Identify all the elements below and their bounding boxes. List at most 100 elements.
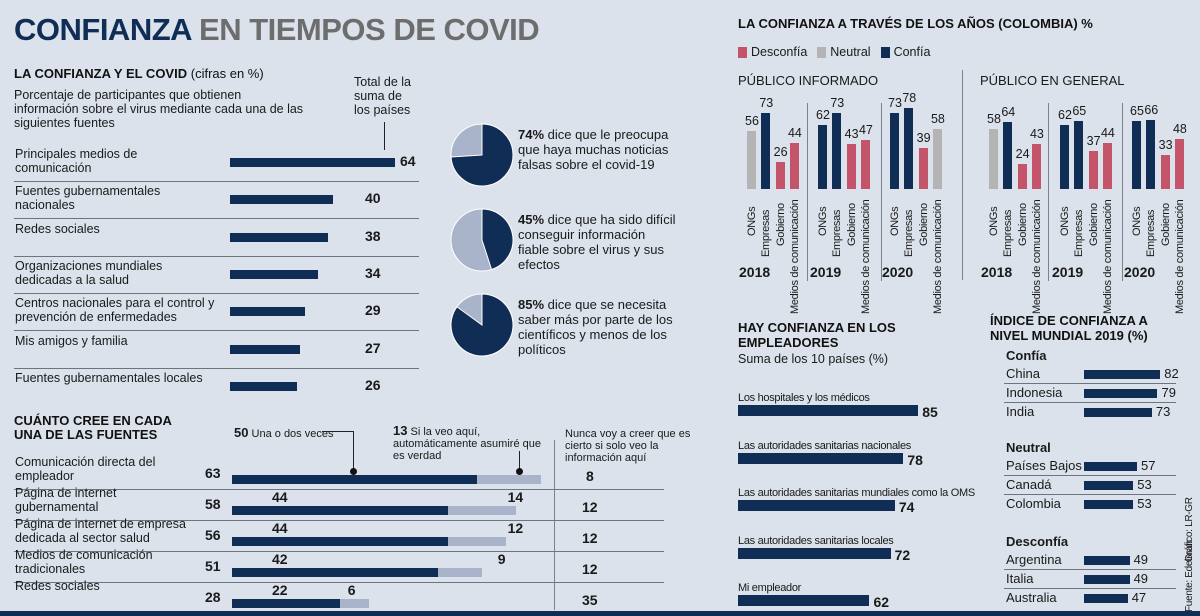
belief-never-value: 12 [582,530,598,546]
belief-label: Página de internet gubernamental [15,486,117,514]
pie-slice [450,293,514,357]
legend: Desconfía Neutral Confía [738,45,930,59]
belief-bar-once [232,506,448,515]
employers-subtitle: Suma de los 10 países (%) [738,352,889,366]
source-value: 64 [400,153,416,169]
pie-text: 74% dice que le preocupa que haya muchas… [518,127,678,172]
pie-percent: 74% [518,127,545,142]
year-bar [761,113,771,189]
year-bar [789,143,799,189]
pie-slice [450,123,514,187]
row-divider [1004,475,1176,476]
country-label: Argentina [1006,552,1062,567]
year-bar [1102,143,1112,189]
row-divider [14,181,419,182]
legend-label: Neutral [830,45,871,59]
employer-bar [738,405,919,416]
year-bar-value: 62 [1058,107,1072,122]
year-label: 2019 [1052,264,1084,280]
index-group-title: Desconfía [1006,534,1069,549]
category-label: ONGs [817,206,829,236]
total-pointer [384,122,385,150]
source-label: Redes sociales [15,222,100,236]
year-bar [860,140,870,189]
category-label: Medios de comunicación [1173,199,1186,314]
pie-chart [450,293,514,357]
country-value: 53 [1137,477,1152,492]
employer-label: Las autoridades sanitarias locales [738,534,894,547]
year-bar [1146,120,1156,189]
year-bar [747,130,756,189]
country-bar [1084,462,1137,471]
year-bar-value: 65 [1072,104,1087,119]
year-bar-value: 44 [1100,126,1115,141]
pointer-line [519,451,520,473]
belief-label: Comunicación directa del empleador [15,455,156,483]
employer-value: 78 [907,451,923,468]
employer-value: 85 [922,404,938,420]
year-bar-value: 58 [930,111,945,126]
pie-description: dice que le preocupa que haya muchas not… [518,127,669,172]
row-divider [14,256,419,257]
source-value: 38 [365,228,381,244]
country-bar [1084,575,1130,584]
employer-value: 74 [898,499,915,515]
years-title: LA CONFIANZA A TRAVÉS DE LOS AÑOS (COLOM… [738,16,1093,31]
employer-label: Las autoridades sanitarias mundiales com… [738,487,975,499]
year-bar-value: 66 [1144,103,1159,118]
country-label: Canadá [1006,477,1052,492]
row-divider [14,520,664,521]
category-label: Medios de comunicación [1030,199,1043,314]
source-bar [230,233,329,242]
source-bar [230,382,298,391]
category-label: ONGs [1059,206,1071,236]
category-label: ONGs [746,206,758,236]
employer-label: Las autoridades sanitarias nacionales [738,439,911,452]
category-label: ONGs [889,206,901,236]
year-bar-value: 44 [787,126,802,141]
year-bar-value: 56 [745,113,759,128]
source-label: Principales medios de comunicación [15,147,138,175]
belief-bar-auto [447,506,517,515]
source-value: 26 [365,377,381,393]
legend-swatch [738,46,747,58]
country-label: Países Bajos [1006,458,1082,473]
source-label: Centros nacionales para el control y pre… [15,296,215,324]
year-bar-value: 33 [1158,137,1173,152]
category-label: Gobierno [845,203,858,246]
source-label: Fuentes gubernamentales nacionales [15,184,161,212]
year-bar [904,107,914,189]
year-bar-value: 58 [987,111,1001,126]
country-bar [1084,481,1134,490]
year-bar [1003,122,1013,189]
belief-bar-once [232,599,340,608]
belief-label: Página de internet de empresa dedicada a… [15,517,186,545]
pie-description: dice que se necesita saber más por parte… [518,297,673,357]
category-label: Medios de comunicación [859,199,872,314]
year-bar [1132,121,1141,189]
category-label: ONGs [1131,206,1143,236]
year-bar-value: 24 [1015,147,1030,162]
page-title: CONFIANZA EN TIEMPOS DE COVID [14,12,540,47]
legend-never: Nunca voy a creer que es cierto si solo … [565,428,691,464]
category-label: ONGs [988,206,1000,236]
year-bar [775,161,785,189]
source-value: 29 [365,302,381,318]
country-bar [1084,389,1158,398]
pie-slice [481,208,514,271]
year-bar [1160,154,1170,189]
year-bar [1074,121,1084,189]
pie-text: 45% dice que ha sido difícil conseguir i… [518,212,678,272]
year-bar [932,128,942,189]
employer-bar [738,452,904,464]
country-value: 47 [1131,590,1147,605]
legend-swatch [817,46,827,58]
pie-percent: 85% [518,297,545,312]
row-divider [14,551,664,552]
belief-bar-auto [447,537,507,546]
source-value: 27 [365,340,381,356]
belief-once-value: 22 [272,582,288,598]
source-label: Fuentes gubernamentales locales [15,371,203,385]
source-bar [230,158,396,167]
year-bar-value: 43 [1029,127,1044,142]
